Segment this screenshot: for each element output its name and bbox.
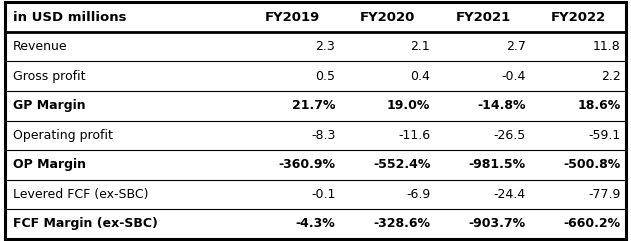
Text: 21.7%: 21.7% <box>292 99 335 112</box>
Text: FCF Margin (ex-SBC): FCF Margin (ex-SBC) <box>13 217 158 230</box>
Text: -660.2%: -660.2% <box>563 217 621 230</box>
Text: -77.9: -77.9 <box>589 188 621 201</box>
Text: -500.8%: -500.8% <box>563 158 621 171</box>
Text: FY2022: FY2022 <box>551 11 606 24</box>
Text: -14.8%: -14.8% <box>478 99 526 112</box>
Text: 2.7: 2.7 <box>506 40 526 53</box>
Text: -552.4%: -552.4% <box>373 158 430 171</box>
Text: -26.5: -26.5 <box>493 129 526 142</box>
Text: 2.3: 2.3 <box>316 40 335 53</box>
Text: 0.5: 0.5 <box>316 70 335 83</box>
Text: in USD millions: in USD millions <box>13 11 126 24</box>
Text: -981.5%: -981.5% <box>469 158 526 171</box>
Text: FY2019: FY2019 <box>264 11 320 24</box>
Text: -0.1: -0.1 <box>311 188 335 201</box>
Text: 2.1: 2.1 <box>411 40 430 53</box>
Text: -59.1: -59.1 <box>589 129 621 142</box>
Text: -24.4: -24.4 <box>494 188 526 201</box>
Text: 2.2: 2.2 <box>601 70 621 83</box>
Text: -4.3%: -4.3% <box>295 217 335 230</box>
Text: 11.8: 11.8 <box>593 40 621 53</box>
Text: Levered FCF (ex-SBC): Levered FCF (ex-SBC) <box>13 188 148 201</box>
Text: 0.4: 0.4 <box>410 70 430 83</box>
Text: -0.4: -0.4 <box>502 70 526 83</box>
Text: 18.6%: 18.6% <box>577 99 621 112</box>
Text: -8.3: -8.3 <box>311 129 335 142</box>
Text: -6.9: -6.9 <box>406 188 430 201</box>
Text: FY2021: FY2021 <box>456 11 510 24</box>
Text: Revenue: Revenue <box>13 40 68 53</box>
Text: -11.6: -11.6 <box>398 129 430 142</box>
Text: -903.7%: -903.7% <box>469 217 526 230</box>
Text: -360.9%: -360.9% <box>278 158 335 171</box>
Text: -328.6%: -328.6% <box>374 217 430 230</box>
Text: FY2020: FY2020 <box>360 11 416 24</box>
Text: Operating profit: Operating profit <box>13 129 112 142</box>
Text: OP Margin: OP Margin <box>13 158 86 171</box>
Text: GP Margin: GP Margin <box>13 99 85 112</box>
Text: 19.0%: 19.0% <box>387 99 430 112</box>
Text: Gross profit: Gross profit <box>13 70 85 83</box>
